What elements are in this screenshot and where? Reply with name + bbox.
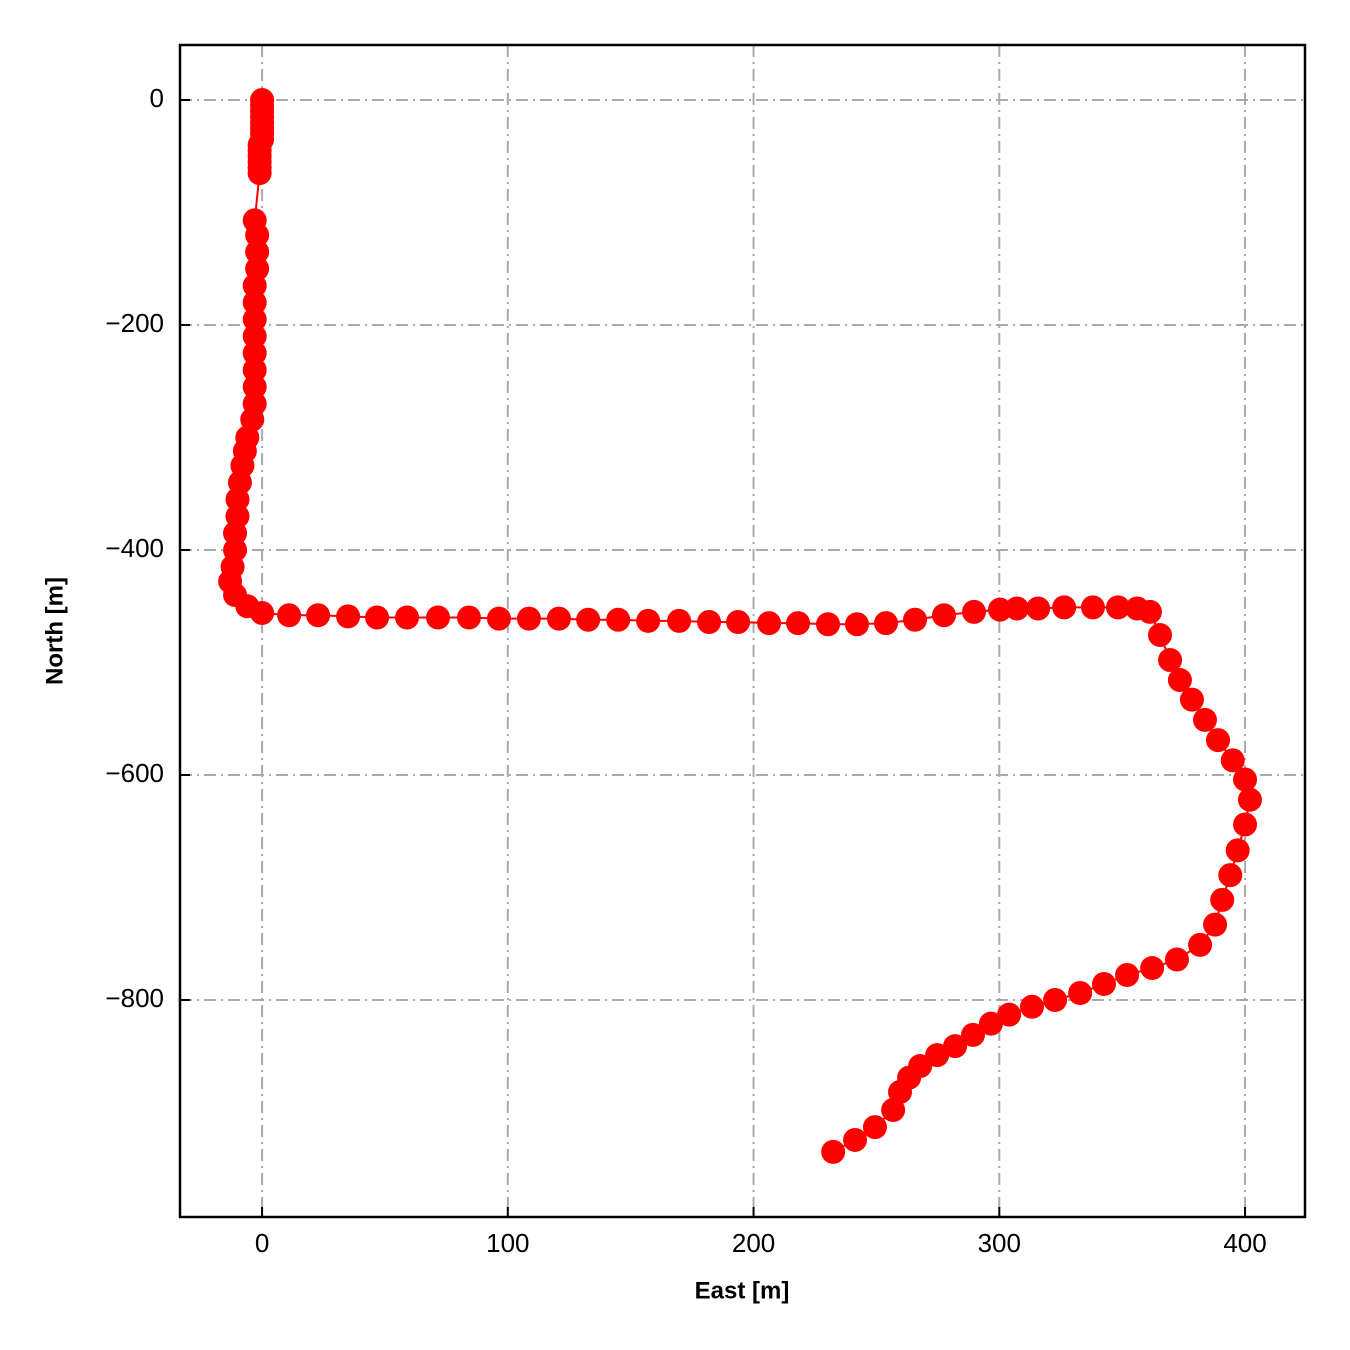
point <box>757 611 782 636</box>
point <box>1233 767 1258 792</box>
y-axis-label: North [m] <box>41 577 68 685</box>
point <box>225 487 250 512</box>
point <box>932 603 957 628</box>
point <box>1105 595 1130 620</box>
point <box>606 607 631 632</box>
point <box>546 606 571 631</box>
plot-frame <box>178 43 1307 1219</box>
point <box>395 605 420 630</box>
point <box>247 161 272 186</box>
point <box>456 605 481 630</box>
x-tick-label: 400 <box>1223 1228 1266 1258</box>
x-tick-label: 300 <box>978 1228 1021 1258</box>
point <box>874 611 899 636</box>
point <box>1140 956 1165 981</box>
point <box>277 603 302 628</box>
y-tick-label: −800 <box>105 983 164 1013</box>
point <box>1188 932 1213 957</box>
point <box>242 307 267 332</box>
point <box>1220 748 1245 773</box>
point <box>245 223 270 248</box>
point <box>845 612 870 637</box>
point <box>1115 963 1140 988</box>
x-tick-label: 200 <box>732 1228 775 1258</box>
point <box>240 407 265 432</box>
point <box>903 607 928 632</box>
point <box>881 1098 906 1123</box>
y-tick-label: −400 <box>105 533 164 563</box>
point <box>862 1115 887 1140</box>
point <box>336 604 361 629</box>
point <box>250 601 275 626</box>
point <box>1148 623 1173 648</box>
point <box>821 1139 846 1164</box>
point <box>943 1034 968 1059</box>
point <box>697 610 722 635</box>
point <box>1164 947 1189 972</box>
point <box>1179 687 1204 712</box>
x-tick-label: 0 <box>255 1228 269 1258</box>
point <box>426 605 451 630</box>
point <box>786 611 811 636</box>
point <box>486 606 511 631</box>
point <box>636 608 661 633</box>
point <box>1192 707 1217 732</box>
point <box>667 608 692 633</box>
point <box>1052 595 1077 620</box>
point <box>843 1127 868 1152</box>
point <box>1019 994 1044 1019</box>
point <box>1233 812 1258 837</box>
point <box>1137 599 1162 624</box>
point <box>1158 648 1183 673</box>
point <box>1206 728 1231 753</box>
x-axis-label: East [m] <box>695 1277 790 1304</box>
point <box>242 358 267 383</box>
point <box>978 1011 1003 1036</box>
point <box>242 290 267 315</box>
point <box>365 605 390 630</box>
point <box>516 606 541 631</box>
point <box>961 599 986 624</box>
point <box>1237 787 1262 812</box>
y-tick-label: 0 <box>150 83 164 113</box>
point <box>306 603 331 628</box>
point <box>816 612 841 637</box>
point <box>1043 987 1068 1012</box>
point <box>961 1022 986 1047</box>
point <box>223 521 248 546</box>
point <box>242 273 267 298</box>
point <box>1091 972 1116 997</box>
point <box>997 1002 1022 1027</box>
point <box>1210 887 1235 912</box>
point <box>242 341 267 366</box>
point <box>1004 596 1029 621</box>
point <box>242 374 267 399</box>
point <box>726 610 751 635</box>
point <box>1218 863 1243 888</box>
point <box>1203 912 1228 937</box>
point <box>576 607 601 632</box>
point <box>1026 596 1051 621</box>
point <box>1068 981 1093 1006</box>
point <box>1167 668 1192 693</box>
x-tick-label: 100 <box>486 1228 529 1258</box>
point <box>888 1080 913 1105</box>
point <box>925 1043 950 1068</box>
point <box>242 324 267 349</box>
point <box>245 239 270 264</box>
y-tick-label: −600 <box>105 758 164 788</box>
y-tick-label: −200 <box>105 308 164 338</box>
point <box>1225 838 1250 863</box>
point <box>1080 595 1105 620</box>
